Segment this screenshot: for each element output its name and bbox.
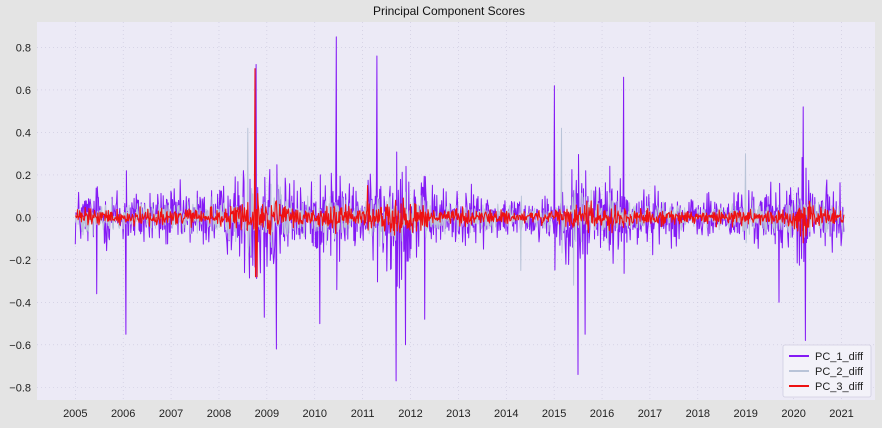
x-tick-label: 2016	[590, 408, 614, 420]
legend-label: PC_2_diff	[815, 366, 864, 378]
y-axis: −0.8 −0.6 −0.4 −0.2 0.0 0.2 0.4 0.6 0.8	[9, 42, 31, 394]
series-line-pc-3-diff	[75, 68, 845, 278]
x-tick-label: 2007	[159, 408, 183, 420]
legend-label: PC_1_diff	[815, 351, 864, 363]
x-tick-label: 2012	[398, 408, 422, 420]
y-tick-label: 0.0	[16, 212, 31, 224]
y-tick-label: −0.4	[9, 297, 31, 309]
x-tick-label: 2005	[63, 408, 87, 420]
series-layer	[74, 36, 845, 382]
y-tick-label: −0.6	[9, 340, 31, 352]
x-tick-label: 2009	[255, 408, 279, 420]
x-tick-label: 2018	[686, 408, 710, 420]
x-tick-label: 2014	[494, 408, 518, 420]
x-tick-label: 2015	[542, 408, 566, 420]
x-axis: 2005 2006 2007 2008 2009 2010 2011 2012 2013 2014…	[63, 408, 854, 420]
x-tick-label: 2011	[351, 408, 375, 420]
y-tick-label: −0.2	[9, 255, 31, 267]
x-tick-label: 2020	[781, 408, 805, 420]
y-tick-label: 0.2	[16, 170, 31, 182]
y-tick-label: 0.6	[16, 85, 31, 97]
x-tick-label: 2008	[207, 408, 231, 420]
y-tick-label: 0.4	[16, 127, 31, 139]
y-tick-label: 0.8	[16, 42, 31, 54]
x-tick-label: 2017	[638, 408, 662, 420]
legend: PC_1_diff PC_2_diff PC_3_diff	[782, 344, 872, 398]
x-tick-label: 2010	[302, 408, 326, 420]
chart-title: Principal Component Scores	[373, 4, 525, 18]
legend-box	[782, 344, 872, 398]
x-tick-label: 2021	[829, 408, 853, 420]
legend-label: PC_3_diff	[815, 381, 864, 393]
y-tick-label: −0.8	[9, 382, 31, 394]
x-tick-label: 2013	[446, 408, 470, 420]
x-tick-label: 2006	[111, 408, 135, 420]
x-tick-label: 2019	[733, 408, 757, 420]
